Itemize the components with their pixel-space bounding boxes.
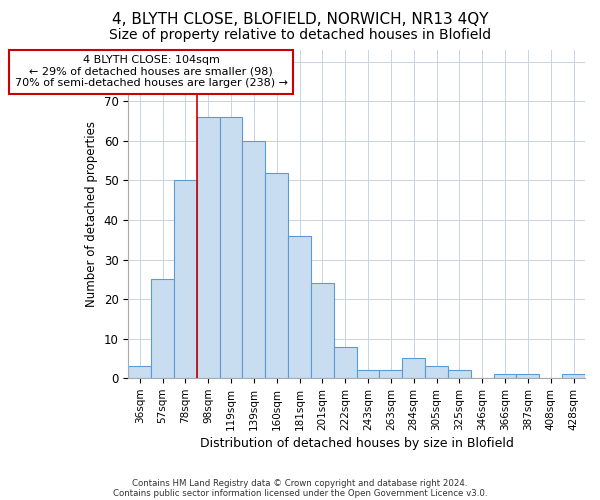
Bar [197, 117, 220, 378]
Y-axis label: Number of detached properties: Number of detached properties [85, 121, 98, 307]
Bar [288, 236, 311, 378]
Text: Contains public sector information licensed under the Open Government Licence v3: Contains public sector information licen… [113, 488, 487, 498]
Bar [151, 280, 174, 378]
Bar [174, 180, 197, 378]
X-axis label: Distribution of detached houses by size in Blofield: Distribution of detached houses by size … [200, 437, 514, 450]
Bar [242, 141, 265, 378]
Bar [220, 117, 242, 378]
Bar [448, 370, 471, 378]
Bar [403, 358, 425, 378]
Bar [356, 370, 379, 378]
Bar [334, 346, 356, 378]
Bar [517, 374, 539, 378]
Text: Size of property relative to detached houses in Blofield: Size of property relative to detached ho… [109, 28, 491, 42]
Bar [311, 284, 334, 378]
Bar [562, 374, 585, 378]
Bar [128, 366, 151, 378]
Text: 4, BLYTH CLOSE, BLOFIELD, NORWICH, NR13 4QY: 4, BLYTH CLOSE, BLOFIELD, NORWICH, NR13 … [112, 12, 488, 28]
Bar [265, 172, 288, 378]
Text: Contains HM Land Registry data © Crown copyright and database right 2024.: Contains HM Land Registry data © Crown c… [132, 478, 468, 488]
Text: 4 BLYTH CLOSE: 104sqm
← 29% of detached houses are smaller (98)
70% of semi-deta: 4 BLYTH CLOSE: 104sqm ← 29% of detached … [14, 55, 287, 88]
Bar [425, 366, 448, 378]
Bar [494, 374, 517, 378]
Bar [379, 370, 402, 378]
